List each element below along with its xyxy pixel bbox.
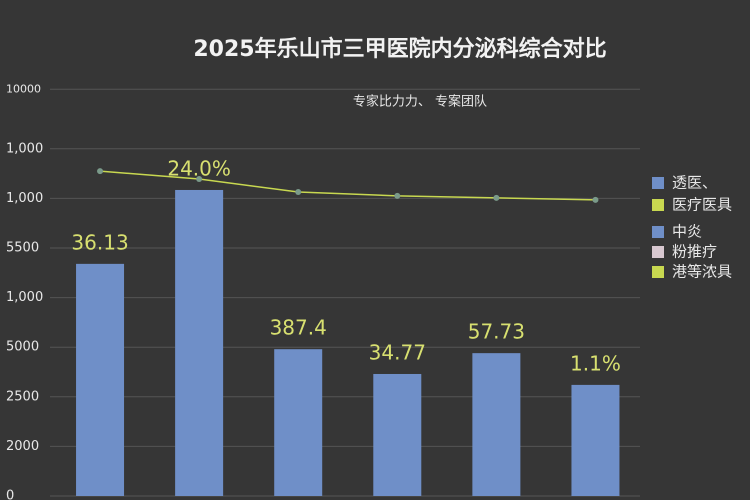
legend-label: 粉推疗 bbox=[672, 243, 717, 261]
bar bbox=[274, 349, 323, 496]
line bbox=[99, 170, 596, 201]
bar bbox=[472, 353, 521, 496]
annotation: 24.0% bbox=[167, 156, 231, 180]
legend-label: 港等浓具 bbox=[672, 263, 732, 281]
annotation: 36.13 bbox=[71, 230, 128, 254]
line-point bbox=[394, 192, 401, 199]
y-tick-label: 2000 bbox=[6, 439, 39, 454]
bar bbox=[76, 263, 125, 496]
y-tick-label: 1,000 bbox=[6, 191, 43, 206]
annotation: 57.73 bbox=[468, 320, 525, 344]
line-point bbox=[97, 168, 104, 175]
annotation: 387.4 bbox=[270, 316, 327, 340]
bar bbox=[175, 189, 224, 496]
chart-title: 2025年乐山市三甲医院内分泌科综合对比 bbox=[193, 36, 606, 62]
legend-swatch bbox=[652, 266, 664, 278]
y-tick-label: 5000 bbox=[6, 340, 39, 355]
line-point bbox=[592, 196, 599, 203]
legend-swatch bbox=[652, 177, 664, 189]
legend-label: 中炎 bbox=[672, 223, 702, 241]
legend-label: 医疗医具 bbox=[672, 196, 732, 214]
y-tick-label: 1,000 bbox=[6, 141, 43, 156]
annotation: 1.1% bbox=[570, 351, 621, 375]
y-tick-label: 2500 bbox=[6, 389, 39, 404]
y-tick-label: 0 bbox=[6, 489, 14, 500]
line-point bbox=[196, 176, 203, 183]
legend-label: 透医、 bbox=[672, 174, 717, 192]
chart-subtitle: 专家比力力、 专案团队 bbox=[353, 94, 487, 110]
line-point bbox=[493, 194, 500, 201]
y-tick-label: 10000 bbox=[6, 82, 41, 95]
bar bbox=[571, 384, 620, 496]
legend-swatch bbox=[652, 226, 664, 238]
y-tick-label: 5500 bbox=[6, 241, 39, 256]
legend-swatch bbox=[652, 246, 664, 258]
legend-swatch bbox=[652, 199, 664, 211]
line-point bbox=[295, 188, 302, 195]
y-tick-label: 1,000 bbox=[6, 290, 43, 305]
annotation: 34.77 bbox=[369, 340, 426, 364]
bar bbox=[373, 373, 422, 496]
